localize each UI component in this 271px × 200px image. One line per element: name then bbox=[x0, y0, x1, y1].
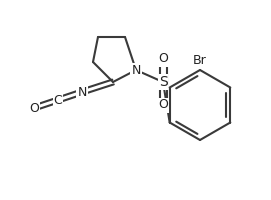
Text: Br: Br bbox=[193, 53, 207, 66]
Text: S: S bbox=[159, 75, 167, 89]
Text: O: O bbox=[158, 52, 168, 66]
Text: N: N bbox=[77, 86, 87, 98]
Text: N: N bbox=[131, 64, 141, 76]
Text: C: C bbox=[54, 94, 62, 106]
Text: O: O bbox=[158, 98, 168, 112]
Text: O: O bbox=[29, 102, 39, 114]
